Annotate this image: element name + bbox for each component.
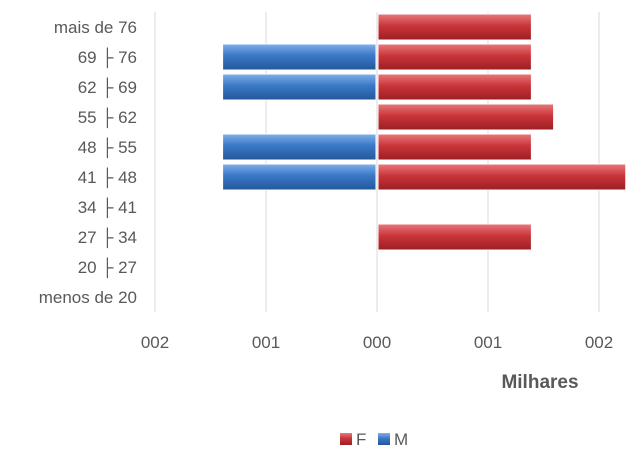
bar-m	[222, 43, 377, 71]
x-tick-label: 001	[474, 333, 502, 352]
bar-m	[222, 163, 377, 191]
bar-m	[222, 73, 377, 101]
bar-f	[377, 163, 627, 191]
category-label: 55 ├ 62	[78, 107, 137, 129]
bar-f	[377, 103, 555, 131]
x-tick-label: 000	[363, 333, 391, 352]
gridlines	[154, 12, 600, 312]
x-tick-label: 002	[585, 333, 613, 352]
legend-label-f: F	[356, 430, 366, 449]
bar-f	[377, 13, 532, 41]
category-label: menos de 20	[39, 288, 137, 307]
x-tick-label: 002	[141, 333, 169, 352]
legend-swatch-f	[340, 433, 352, 445]
x-axis-label: Milhares	[501, 372, 578, 393]
category-label: 34 ├ 41	[78, 197, 137, 219]
bar-f	[377, 43, 532, 71]
category-labels: menos de 20 20 ├ 27 27 ├ 34 34 ├ 41 41 ├ 48 4…	[39, 18, 137, 307]
category-label: 41 ├ 48	[78, 167, 137, 189]
category-label: mais de 76	[54, 18, 137, 37]
legend-label-m: M	[394, 430, 408, 449]
x-tick-labels: 002 001 000 001 002	[141, 333, 613, 352]
bars	[222, 13, 627, 251]
category-label: 27 ├ 34	[78, 227, 137, 249]
category-label: 48 ├ 55	[78, 137, 137, 159]
bar-m	[222, 133, 377, 161]
bar-f	[377, 133, 532, 161]
category-label: 69 ├ 76	[78, 47, 137, 69]
category-label: 62 ├ 69	[78, 77, 137, 99]
bar-f	[377, 223, 532, 251]
bar-f	[377, 73, 532, 101]
category-label: 20 ├ 27	[78, 257, 137, 279]
legend-swatch-m	[378, 433, 390, 445]
x-tick-label: 001	[252, 333, 280, 352]
